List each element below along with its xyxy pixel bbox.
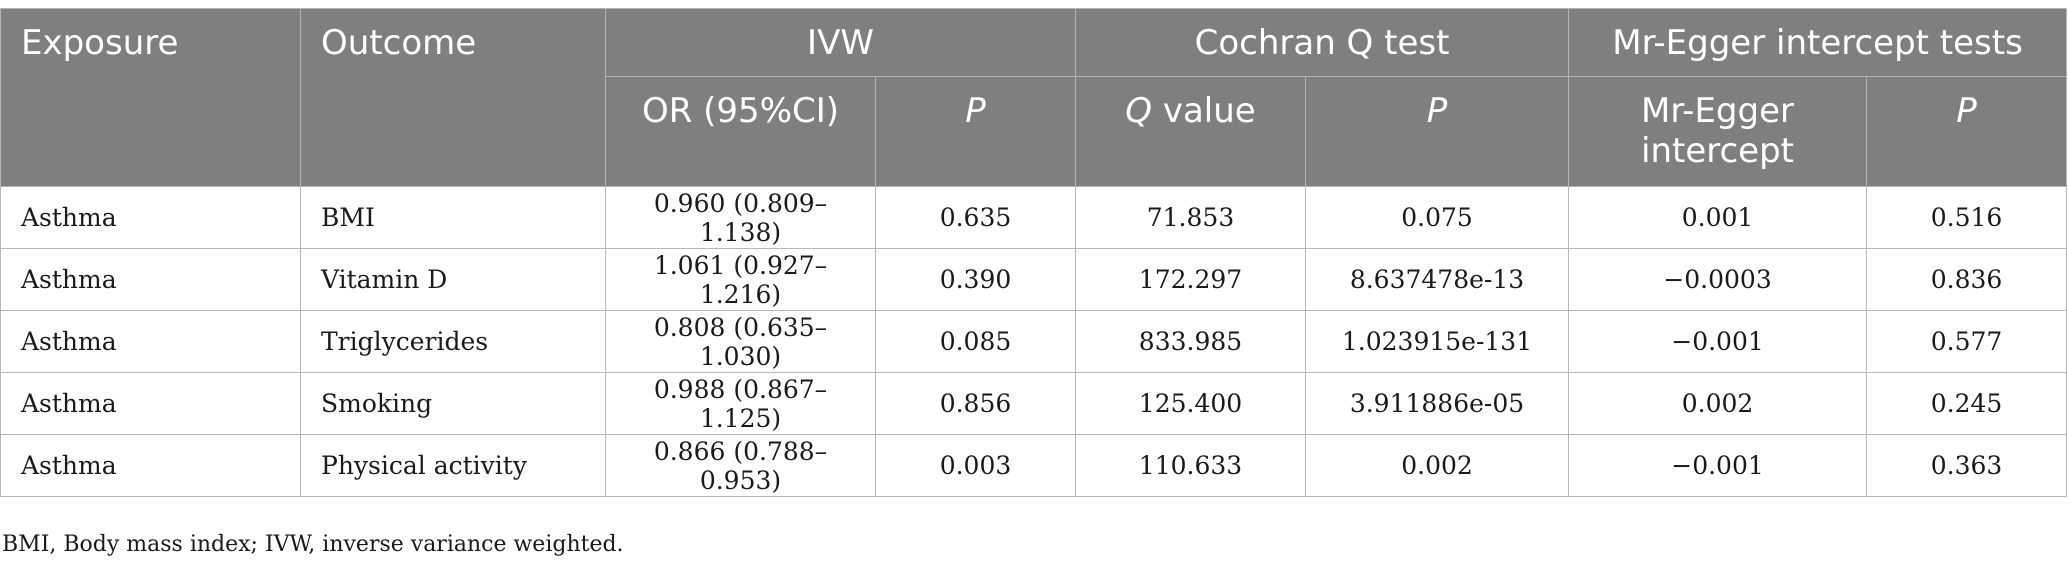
cell-p-cochran: 0.075 <box>1304 186 1570 249</box>
cell-p-egger: 0.577 <box>1866 310 2068 373</box>
cell-outcome: Physical activity <box>300 434 606 497</box>
cell-exposure: Asthma <box>0 434 301 497</box>
table-row: Asthma BMI 0.960 (0.809–1.138) 0.635 71.… <box>0 186 2068 249</box>
header-or-ci: OR (95%CI) <box>605 76 876 187</box>
cell-q-value: 833.985 <box>1075 310 1306 373</box>
header-q-value: Q value <box>1075 76 1306 187</box>
table-footnote: BMI, Body mass index; IVW, inverse varia… <box>2 532 624 557</box>
header-mr-egger-tests: Mr-Egger intercept tests <box>1568 8 2068 77</box>
cell-egger-intercept: 0.001 <box>1568 186 1868 249</box>
cell-egger-intercept: −0.0003 <box>1568 248 1868 311</box>
table-header: Exposure Outcome IVW Cochran Q test Mr-E… <box>0 8 2068 187</box>
cell-outcome: BMI <box>300 186 606 249</box>
header-row-2: OR (95%CI) P Q value P Mr-Egger intercep… <box>1 76 2068 187</box>
header-egger-intercept: Mr-Egger intercept <box>1568 76 1868 187</box>
cell-p-cochran: 1.023915e-131 <box>1304 310 1570 373</box>
cell-outcome: Vitamin D <box>300 248 606 311</box>
cell-p-ivw: 0.635 <box>875 186 1076 249</box>
cell-q-value: 172.297 <box>1075 248 1306 311</box>
table-row: Asthma Smoking 0.988 (0.867–1.125) 0.856… <box>0 372 2068 435</box>
header-q-letter: Q <box>1125 91 1153 131</box>
cell-egger-intercept: −0.001 <box>1568 434 1868 497</box>
header-p-egger: P <box>1866 76 2068 187</box>
cell-p-ivw: 0.856 <box>875 372 1076 435</box>
cell-or-ci: 1.061 (0.927–1.216) <box>605 248 876 311</box>
cell-p-egger: 0.836 <box>1866 248 2068 311</box>
table-row: Asthma Physical activity 0.866 (0.788–0.… <box>0 434 2068 497</box>
cell-exposure: Asthma <box>0 372 301 435</box>
cell-or-ci: 0.988 (0.867–1.125) <box>605 372 876 435</box>
header-p-ivw: P <box>875 76 1076 187</box>
header-exposure: Exposure <box>0 8 301 187</box>
cell-exposure: Asthma <box>0 248 301 311</box>
cell-p-cochran: 0.002 <box>1304 434 1570 497</box>
header-row-1: Exposure Outcome IVW Cochran Q test Mr-E… <box>0 8 2068 187</box>
results-table: Exposure Outcome IVW Cochran Q test Mr-E… <box>0 8 2068 497</box>
table-row: Asthma Triglycerides 0.808 (0.635–1.030)… <box>0 310 2068 373</box>
cell-q-value: 125.400 <box>1075 372 1306 435</box>
header-ivw: IVW <box>605 8 1076 77</box>
table-body: Asthma BMI 0.960 (0.809–1.138) 0.635 71.… <box>0 186 2068 497</box>
cell-p-cochran: 3.911886e-05 <box>1304 372 1570 435</box>
cell-or-ci: 0.866 (0.788–0.953) <box>605 434 876 497</box>
cell-p-ivw: 0.085 <box>875 310 1076 373</box>
header-p-cochran: P <box>1304 76 1570 187</box>
cell-outcome: Triglycerides <box>300 310 606 373</box>
cell-egger-intercept: −0.001 <box>1568 310 1868 373</box>
cell-p-egger: 0.363 <box>1866 434 2068 497</box>
cell-q-value: 71.853 <box>1075 186 1306 249</box>
header-outcome: Outcome <box>300 8 606 187</box>
cell-or-ci: 0.808 (0.635–1.030) <box>605 310 876 373</box>
header-q-value-label: value <box>1152 91 1256 131</box>
cell-p-ivw: 0.390 <box>875 248 1076 311</box>
header-cochran-q-test: Cochran Q test <box>1074 8 1570 77</box>
cell-q-value: 110.633 <box>1075 434 1306 497</box>
results-table-container: Exposure Outcome IVW Cochran Q test Mr-E… <box>0 8 2068 497</box>
cell-outcome: Smoking <box>300 372 606 435</box>
cell-egger-intercept: 0.002 <box>1568 372 1868 435</box>
cell-exposure: Asthma <box>0 310 301 373</box>
table-row: Asthma Vitamin D 1.061 (0.927–1.216) 0.3… <box>0 248 2068 311</box>
cell-p-cochran: 8.637478e-13 <box>1304 248 1570 311</box>
cell-p-egger: 0.245 <box>1866 372 2068 435</box>
cell-p-ivw: 0.003 <box>875 434 1076 497</box>
cell-exposure: Asthma <box>0 186 301 249</box>
cell-p-egger: 0.516 <box>1866 186 2068 249</box>
cell-or-ci: 0.960 (0.809–1.138) <box>605 186 876 249</box>
